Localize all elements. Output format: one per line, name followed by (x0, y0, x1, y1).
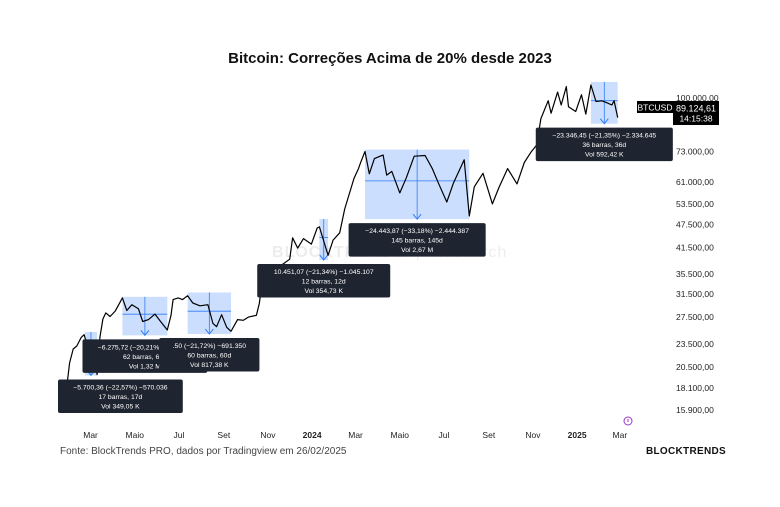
y-tick-label: 15.900,00 (676, 405, 714, 415)
measure-label-line: 145 barras, 145d (391, 238, 443, 245)
measure-label-line: Vol 817,38 K (190, 362, 229, 369)
y-tick-label: 100.000,00 (676, 93, 719, 103)
measure-label-line: −24.443,87 (−33,18%) −2.444.387 (365, 228, 469, 235)
measure-label-bg (257, 264, 391, 298)
y-tick-label: 31.500,00 (676, 289, 714, 299)
y-tick-label: 35.500,00 (676, 269, 714, 279)
y-tick-label: 27.500,00 (676, 312, 714, 322)
countdown-value: 14:15:38 (679, 114, 712, 124)
measure-labels: −5.700,36 (−22,57%) −570.036 17 barras, 1… (58, 127, 673, 413)
last-price-badge (673, 101, 719, 125)
x-tick-label: Nov (525, 430, 541, 440)
arrow-down-icon (204, 328, 214, 335)
y-tick-label: 53.500,00 (676, 199, 714, 209)
x-tick-label: Set (217, 430, 230, 440)
x-tick-label: Maio (126, 430, 145, 440)
symbol-badge (637, 101, 673, 113)
measure-label-bg (58, 379, 183, 413)
y-tick-label: 20.500,00 (676, 362, 714, 372)
x-axis: Mar Maio Jul Set Nov 2024 Mar Maio Jul Set Nov 2025… (83, 430, 627, 440)
x-tick-label: 2024 (303, 430, 322, 440)
footer-source: Fonte: BlockTrends PRO, dados por Tradin… (60, 446, 347, 457)
y-tick-label: 18.100,00 (676, 383, 714, 393)
measure-label: −23.346,45 (−21,35%) −2.334.645 36 barras… (535, 127, 673, 162)
x-tick-label: Mar (83, 430, 98, 440)
symbol-label: BTCUSD (638, 103, 673, 113)
chart-title: Bitcoin: Correções Acima de 20% desde 20… (228, 50, 552, 67)
measure-label-line: −6.275,72 (−20,21%) −627.572 (98, 344, 193, 351)
measure-label: −5.700,36 (−22,57%) −570.036 17 barras, 1… (58, 379, 183, 413)
y-tick-label: 41.500,00 (676, 242, 714, 252)
y-axis: 100.000,00 73.000,00 61.000,00 53.500,00 47.… (676, 93, 719, 415)
y-tick-label: 73.000,00 (676, 146, 714, 156)
x-tick-label: Maio (391, 430, 410, 440)
measure-label-line: 12 barras, 12d (302, 279, 346, 286)
x-tick-label: Mar (613, 430, 628, 440)
x-tick-label: Mar (348, 430, 363, 440)
measure-label-line: Vol 1,32 M (129, 363, 161, 370)
measure-label-line: Vol 349,05 K (101, 403, 140, 410)
y-tick-label: 47.500,00 (676, 219, 714, 229)
last-price-tag: BTCUSD 89.124,61 14:15:38 (637, 101, 719, 125)
x-tick-label: Nov (260, 430, 276, 440)
x-tick-label: Set (482, 430, 495, 440)
correction-arrows (84, 81, 618, 377)
measure-label-line: −23.346,45 (−21,35%) −2.334.645 (552, 133, 656, 140)
measure-label-line: .50 (−21,72%) −691.350 (173, 343, 247, 350)
measure-label: 10.451,07 (−21,34%) −1.045.107 12 barras,… (257, 264, 391, 298)
arrow-down-icon (599, 118, 609, 125)
measure-label-bg (348, 223, 486, 257)
globe-icon[interactable] (623, 416, 633, 426)
measure-label-bg (159, 338, 260, 372)
measure-label-line: 60 barras, 60d (187, 353, 231, 360)
measure-label-line: Vol 354,73 K (304, 288, 343, 295)
arrow-down-icon (140, 330, 150, 337)
x-tick-label: Jul (438, 430, 449, 440)
measure-label-line: Vol 592,42 K (585, 152, 624, 159)
footer-brand: BLOCKTRENDS (646, 446, 726, 457)
measure-label: −24.443,87 (−33,18%) −2.444.387 145 barra… (348, 223, 486, 257)
measure-label-line: 62 barras, 62d (123, 354, 167, 361)
measure-label-line: 10.451,07 (−21,34%) −1.045.107 (274, 269, 374, 276)
arrow-down-icon (319, 254, 329, 261)
arrow-down-icon (412, 213, 422, 220)
x-tick-label: Jul (173, 430, 184, 440)
measure-label-line: Vol 2,67 M (401, 247, 433, 254)
measure-label-line: 17 barras, 17d (98, 394, 142, 401)
measure-label-line: −5.700,36 (−22,57%) −570.036 (73, 384, 168, 391)
last-price-value: 89.124,61 (676, 104, 716, 114)
measure-label-line: 36 barras, 36d (582, 142, 626, 149)
y-tick-label: 23.500,00 (676, 339, 714, 349)
x-tick-label: 2025 (568, 430, 587, 440)
measure-label-bg (535, 127, 673, 162)
measure-label: .50 (−21,72%) −691.350 60 barras, 60d Vol … (159, 338, 260, 372)
y-tick-label: 61.000,00 (676, 177, 714, 187)
